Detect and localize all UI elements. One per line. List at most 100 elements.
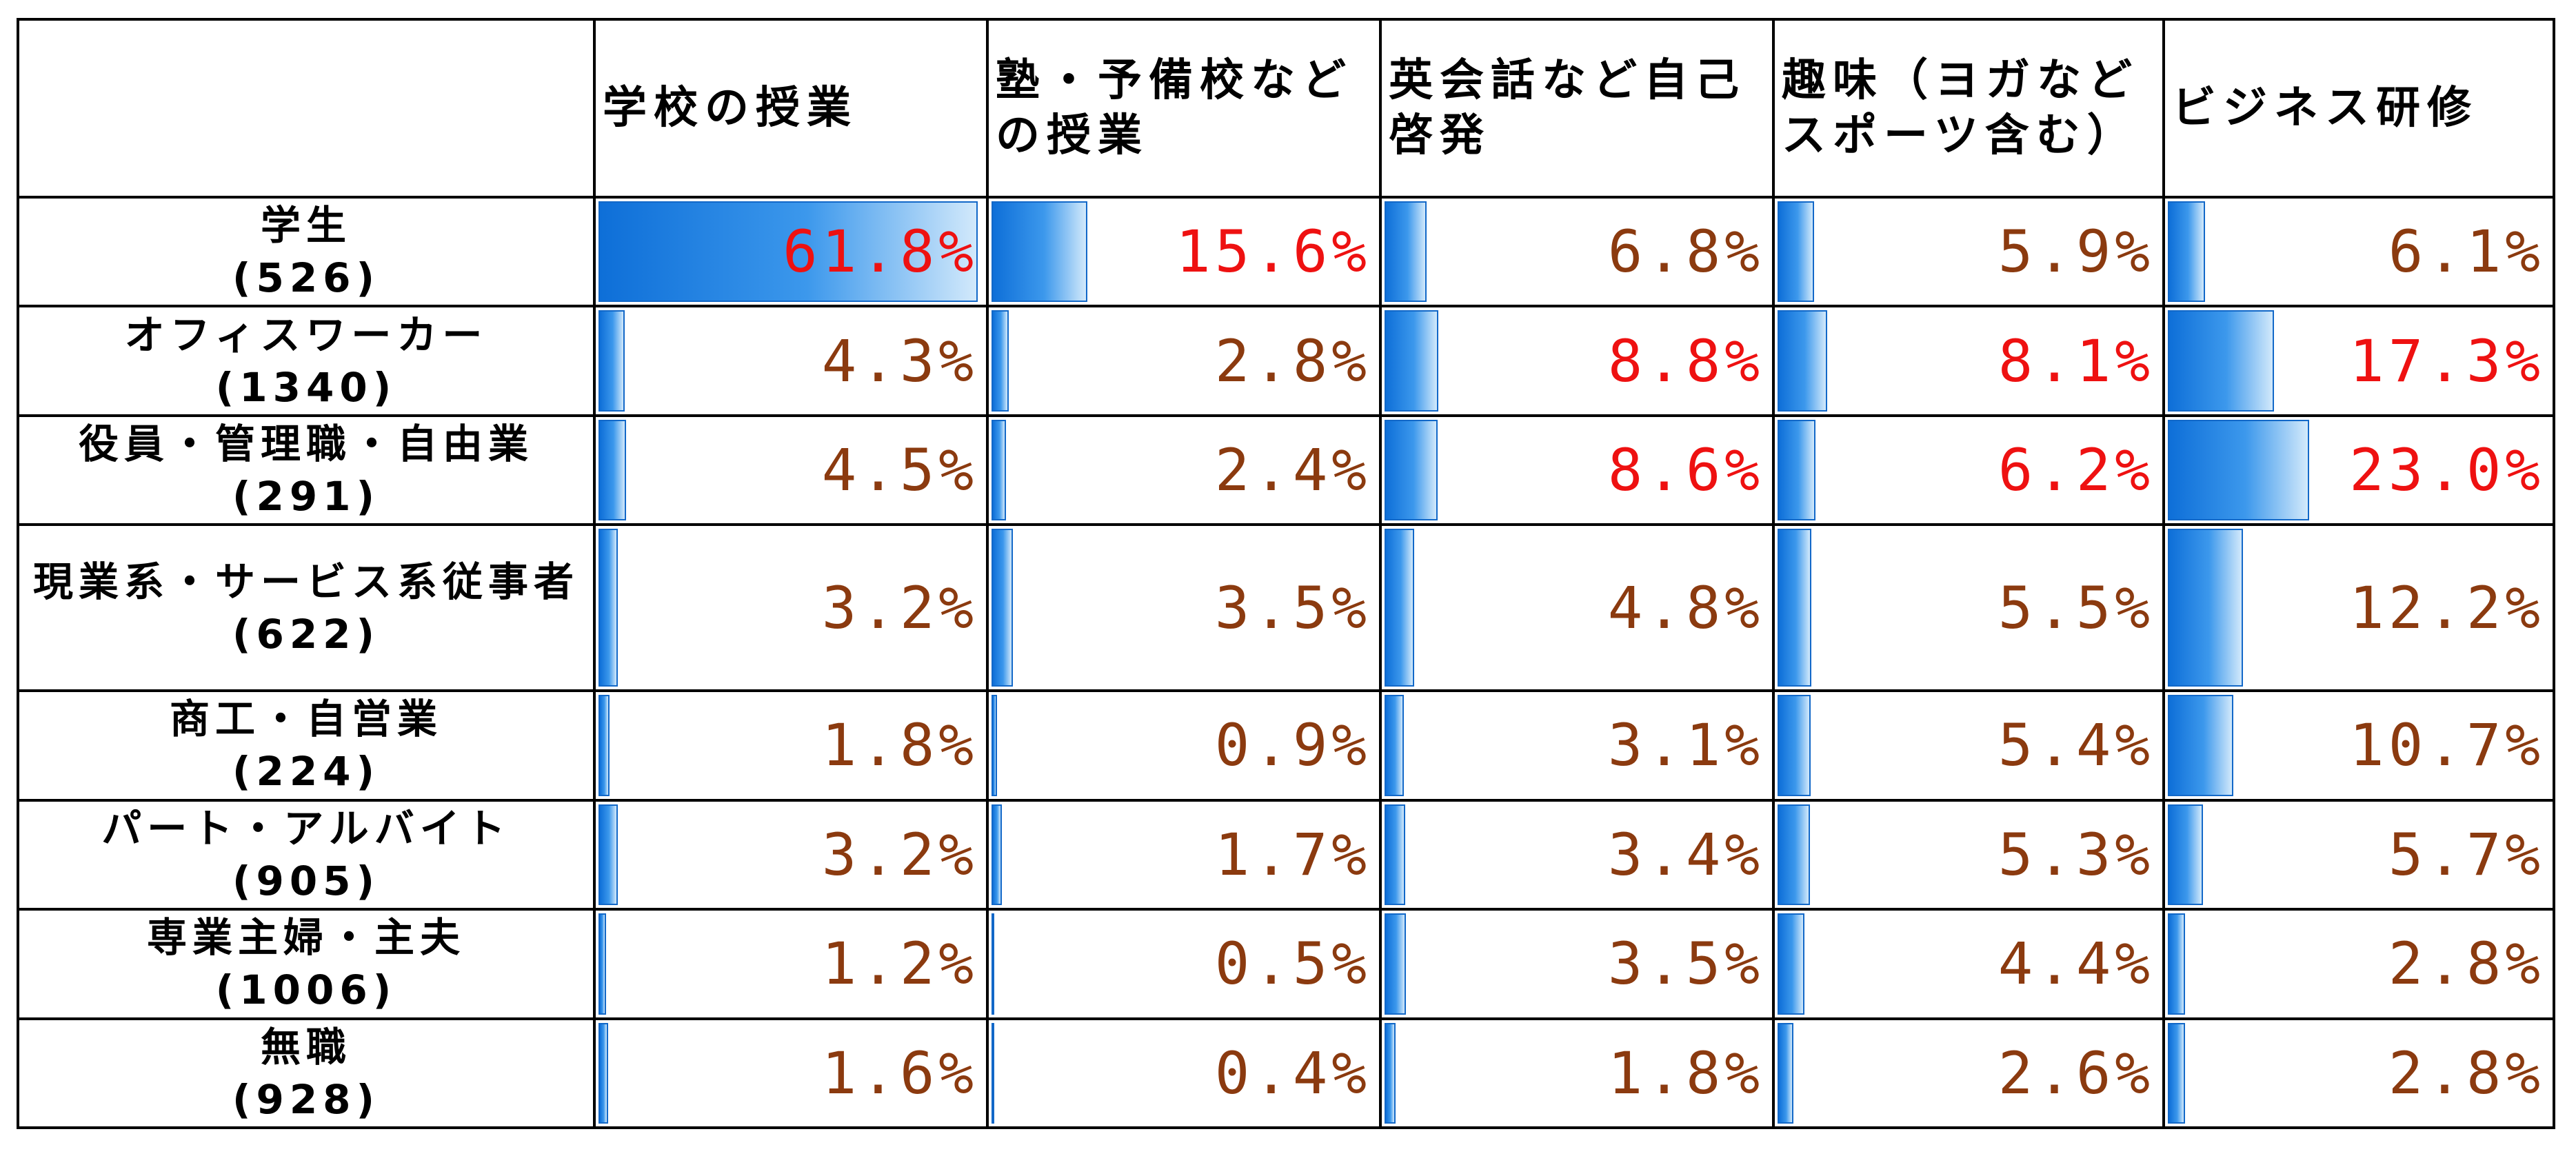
value-label: 3.5%: [1214, 574, 1371, 642]
row-label-name: 無職: [260, 1023, 352, 1071]
value-cell: 23.0%: [2162, 414, 2555, 527]
data-bar: [992, 913, 995, 1015]
data-bar: [1778, 201, 1814, 303]
value-label: 15.6%: [1176, 218, 1371, 286]
value-label: 1.7%: [1214, 820, 1371, 889]
value-label: 6.8%: [1607, 218, 1764, 286]
corner-cell: [17, 18, 596, 199]
data-bar: [992, 804, 1003, 906]
row-label: パート・アルバイト (905): [17, 798, 596, 911]
data-bar: [598, 695, 610, 796]
value-cell: 8.1%: [1772, 305, 2165, 417]
data-bar: [1385, 201, 1427, 303]
value-cell: 1.7%: [986, 798, 1382, 911]
value-cell: 2.8%: [2162, 908, 2555, 1020]
table-row: オフィスワーカー (1340) 4.3% 2.8% 8.8% 8.1% 17.3%: [17, 305, 2555, 417]
row-label-count: (905): [232, 857, 381, 904]
value-label: 8.8%: [1607, 327, 1764, 395]
value-cell: 1.2%: [593, 908, 989, 1020]
value-cell: 3.2%: [593, 523, 989, 693]
value-label: 12.2%: [2349, 574, 2544, 642]
table-body: 学生 (526) 61.8% 15.6% 6.8% 5.9% 6.1% オフィスワーカー (13…: [17, 195, 2555, 1130]
value-label: 4.3%: [821, 327, 978, 395]
row-label: 無職 (928): [17, 1017, 596, 1130]
value-label: 61.8%: [783, 218, 978, 286]
row-label: 学生 (526): [17, 195, 596, 308]
data-bar: [2168, 913, 2185, 1015]
column-header: 英会話など自己啓発: [1379, 18, 1775, 199]
data-bar: [598, 529, 618, 687]
value-label: 5.3%: [1998, 820, 2154, 889]
table-row: パート・アルバイト (905) 3.2% 1.7% 3.4% 5.3% 5.7%: [17, 798, 2555, 911]
value-cell: 17.3%: [2162, 305, 2555, 417]
value-cell: 4.3%: [593, 305, 989, 417]
value-cell: 5.7%: [2162, 798, 2555, 911]
row-label: 役員・管理職・自由業 (291): [17, 414, 596, 527]
column-header: 塾・予備校などの授業: [986, 18, 1382, 199]
value-label: 5.4%: [1998, 711, 2154, 780]
data-bar: [992, 1022, 994, 1124]
table-row: 役員・管理職・自由業 (291) 4.5% 2.4% 8.6% 6.2% 23.0%: [17, 414, 2555, 527]
value-cell: 4.5%: [593, 414, 989, 527]
row-label-count: (224): [232, 748, 381, 795]
value-label: 10.7%: [2349, 711, 2544, 780]
value-cell: 3.2%: [593, 798, 989, 911]
value-cell: 3.5%: [1379, 908, 1775, 1020]
data-bar: [598, 913, 606, 1015]
row-label: 専業主婦・主夫 (1006): [17, 908, 596, 1020]
table-row: 専業主婦・主夫 (1006) 1.2% 0.5% 3.5% 4.4% 2.8%: [17, 908, 2555, 1020]
value-cell: 0.4%: [986, 1017, 1382, 1130]
data-bar: [598, 419, 627, 521]
column-header: ビジネス研修: [2162, 18, 2555, 199]
value-label: 2.8%: [1214, 327, 1371, 395]
data-bar: [1385, 419, 1438, 521]
value-cell: 1.8%: [1379, 1017, 1775, 1130]
value-cell: 0.9%: [986, 689, 1382, 802]
data-bar: [2168, 695, 2234, 796]
value-label: 5.7%: [2388, 820, 2544, 889]
table-row: 学生 (526) 61.8% 15.6% 6.8% 5.9% 6.1%: [17, 195, 2555, 308]
data-bar: [1778, 695, 1811, 796]
row-label-name: 役員・管理職・自由業: [78, 420, 534, 468]
row-label-count: (526): [232, 254, 381, 302]
value-label: 3.2%: [821, 820, 978, 889]
value-label: 4.8%: [1607, 574, 1764, 642]
data-bar: [1385, 1022, 1396, 1124]
value-label: 3.4%: [1607, 820, 1764, 889]
value-cell: 12.2%: [2162, 523, 2555, 693]
value-label: 8.1%: [1998, 327, 2154, 395]
data-bar: [992, 529, 1014, 687]
data-bar: [2168, 804, 2203, 906]
data-bar: [598, 310, 625, 412]
row-label-name: パート・アルバイト: [101, 804, 511, 852]
data-bar: [1778, 913, 1805, 1015]
value-label: 2.6%: [1998, 1039, 2154, 1107]
data-bar: [1385, 310, 1439, 412]
value-cell: 2.8%: [986, 305, 1382, 417]
value-cell: 5.9%: [1772, 195, 2165, 308]
value-label: 4.5%: [821, 436, 978, 505]
data-bar: [992, 201, 1087, 303]
value-label: 2.8%: [2388, 1039, 2544, 1107]
value-label: 1.2%: [821, 930, 978, 998]
row-label: オフィスワーカー (1340): [17, 305, 596, 417]
value-cell: 2.8%: [2162, 1017, 2555, 1130]
data-bar: [992, 695, 997, 796]
data-bar: [2168, 529, 2243, 687]
value-cell: 4.8%: [1379, 523, 1775, 693]
data-bar: [1778, 529, 1811, 687]
row-label: 現業系・サービス系従事者 (622): [17, 523, 596, 693]
value-cell: 5.3%: [1772, 798, 2165, 911]
data-bar: [1778, 1022, 1794, 1124]
value-cell: 3.1%: [1379, 689, 1775, 802]
value-label: 3.2%: [821, 574, 978, 642]
row-label-name: 現業系・サービス系従事者: [32, 558, 579, 605]
value-label: 0.9%: [1214, 711, 1371, 780]
row-label-name: 学生: [260, 202, 352, 250]
data-bar: [1778, 419, 1816, 521]
value-cell: 61.8%: [593, 195, 989, 308]
value-label: 3.5%: [1607, 930, 1764, 998]
value-cell: 3.5%: [986, 523, 1382, 693]
data-bar: [1385, 913, 1407, 1015]
data-bar: [598, 1022, 609, 1124]
